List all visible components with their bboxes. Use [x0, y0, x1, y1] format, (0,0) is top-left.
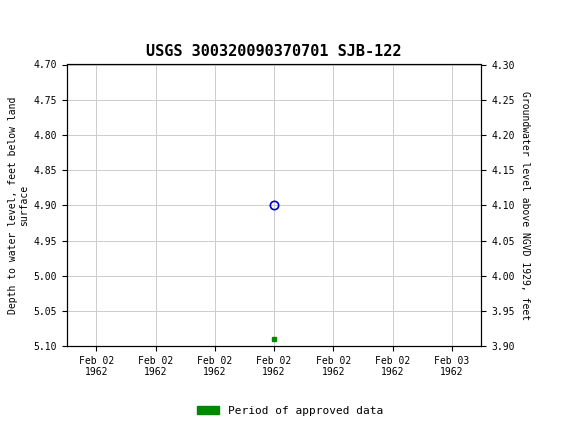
Bar: [6, 2, 52, 37]
Text: ■: ■: [3, 14, 13, 25]
Text: USGS: USGS: [9, 12, 45, 27]
Y-axis label: Depth to water level, feet below land
surface: Depth to water level, feet below land su…: [8, 97, 30, 314]
Title: USGS 300320090370701 SJB-122: USGS 300320090370701 SJB-122: [146, 44, 402, 59]
Y-axis label: Groundwater level above NGVD 1929, feet: Groundwater level above NGVD 1929, feet: [520, 91, 530, 320]
Legend: Period of approved data: Period of approved data: [193, 401, 387, 420]
Text: №: №: [12, 12, 26, 26]
